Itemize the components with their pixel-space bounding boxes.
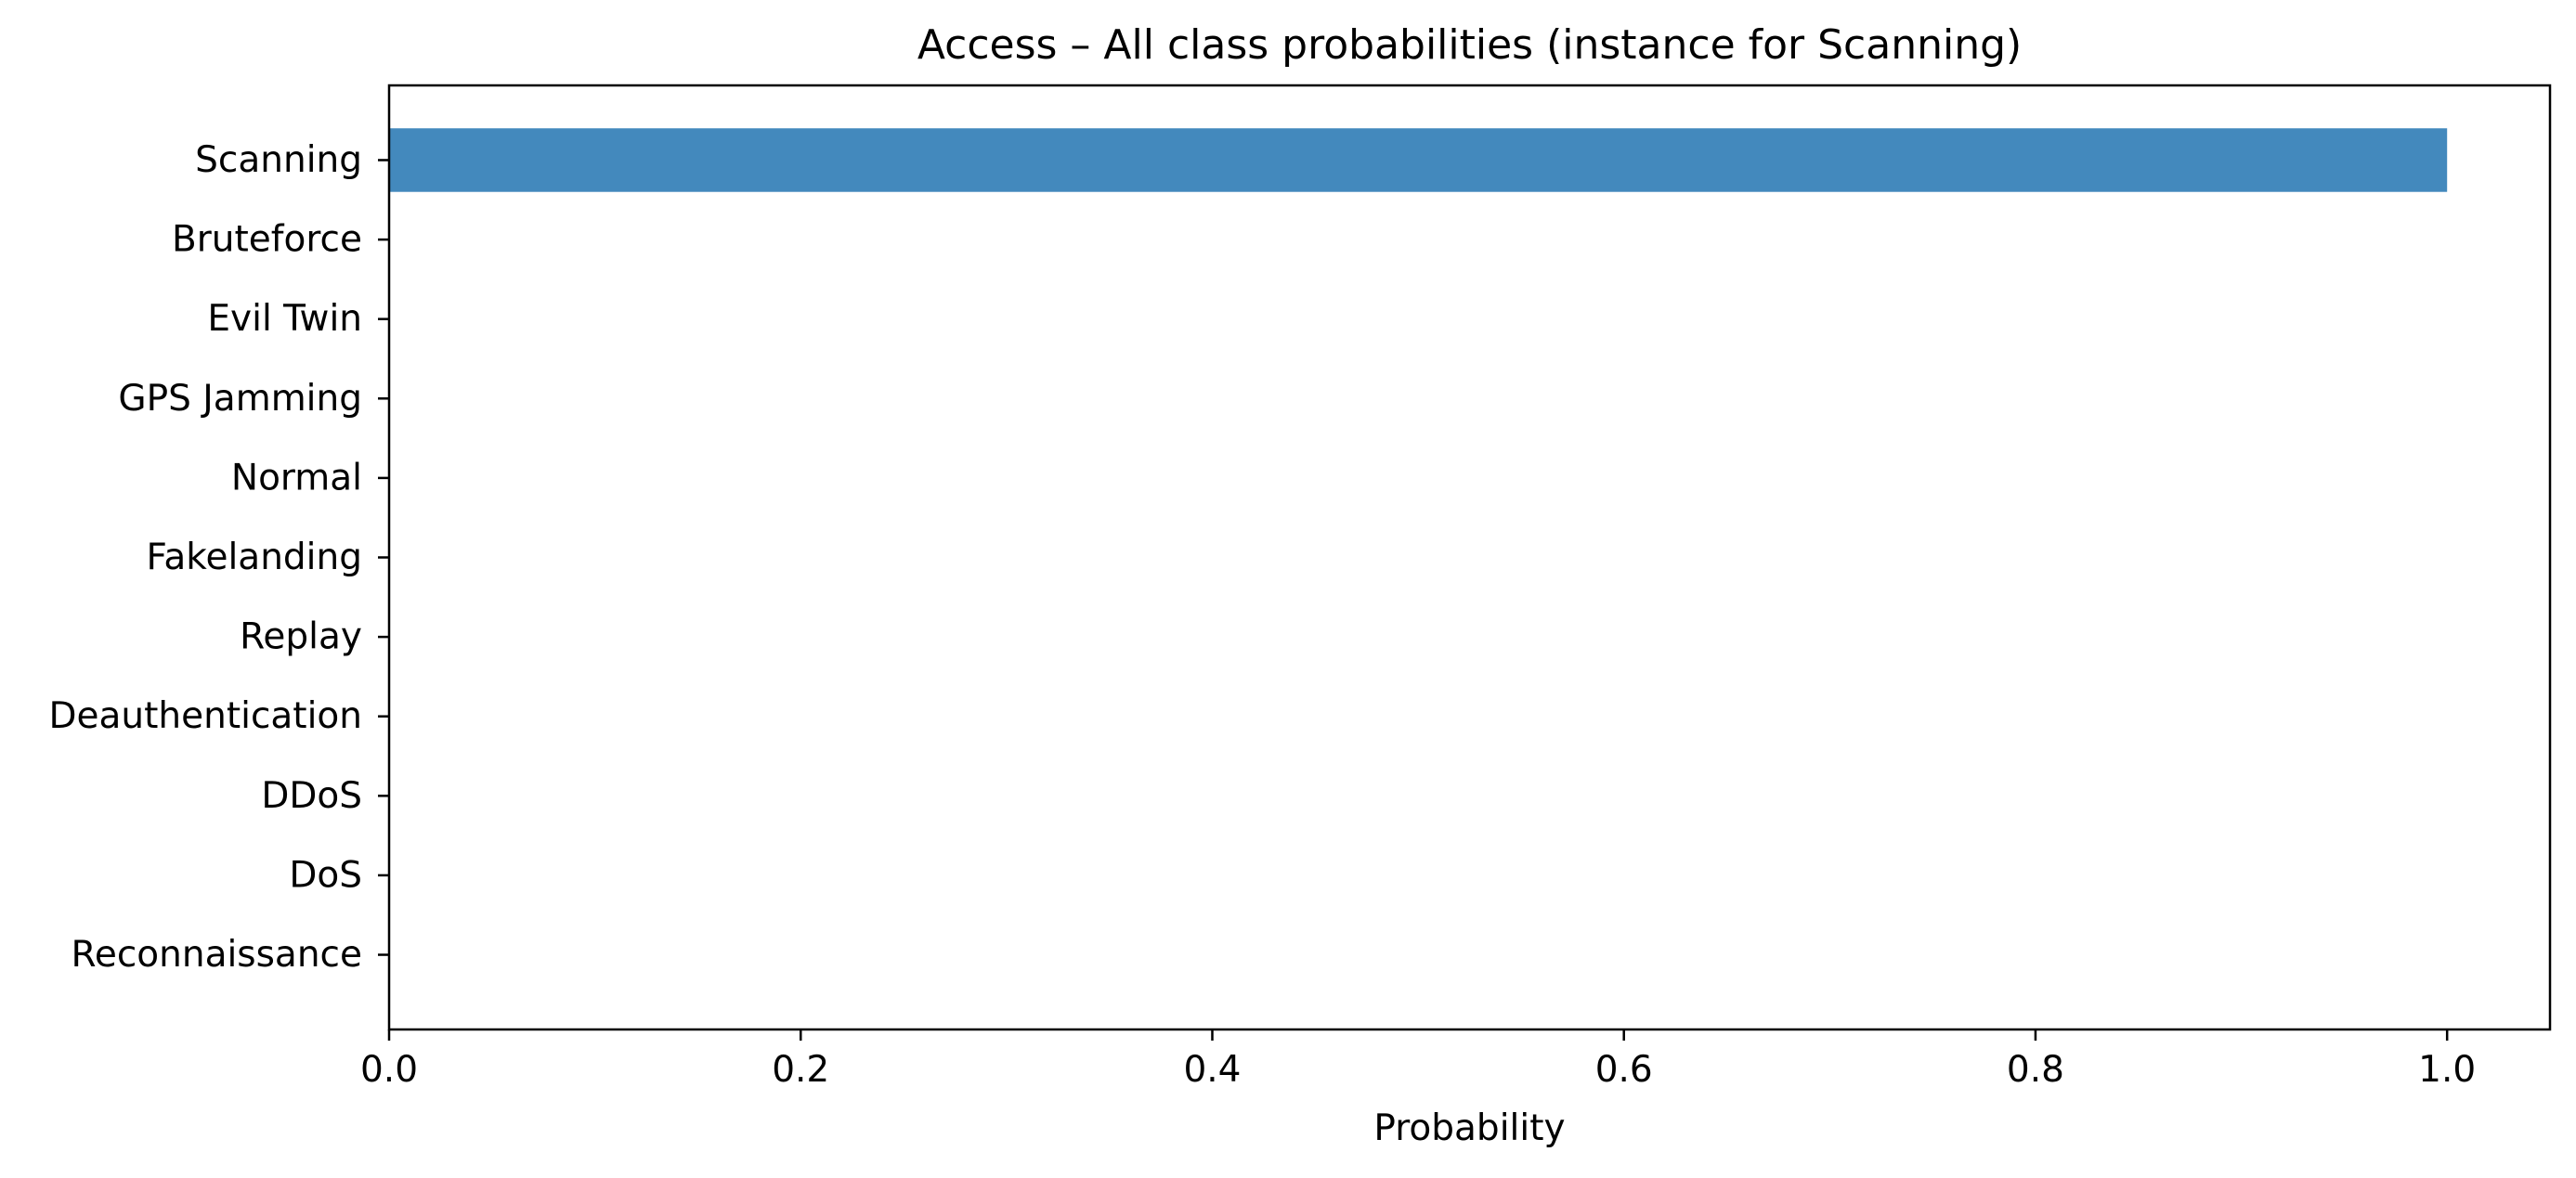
x-tick-label: 0.2	[772, 1049, 829, 1091]
y-tick-label: Replay	[240, 616, 362, 658]
y-tick-label: Scanning	[195, 139, 362, 181]
y-tick-label: Evil Twin	[207, 298, 362, 340]
chart-title: Access – All class probabilities (instan…	[917, 21, 2022, 69]
y-axis-ticks: Scanning Bruteforce Evil Twin GPS Jamming No…	[48, 139, 389, 976]
x-axis-ticks: 0.0 0.2 0.4 0.6 0.8 1.0	[360, 1029, 2476, 1091]
x-tick-label: 0.8	[2007, 1049, 2064, 1091]
y-tick-label: Deauthentication	[48, 695, 362, 737]
y-tick-label: DoS	[289, 854, 362, 896]
y-tick-label: GPS Jamming	[118, 378, 362, 420]
y-tick-label: Fakelanding	[147, 537, 362, 578]
bars-group	[389, 128, 2448, 192]
x-axis-label: Probability	[1373, 1107, 1565, 1149]
x-tick-label: 1.0	[2418, 1049, 2476, 1091]
y-tick-label: Normal	[231, 457, 362, 498]
y-tick-label: Reconnaissance	[71, 934, 362, 976]
plot-frame	[387, 84, 2552, 1031]
y-tick-label: Bruteforce	[172, 219, 362, 261]
bar-scanning	[389, 128, 2448, 192]
y-tick-label: DDoS	[261, 775, 362, 817]
x-tick-label: 0.4	[1183, 1049, 1241, 1091]
x-tick-label: 0.0	[360, 1049, 418, 1091]
x-tick-label: 0.6	[1595, 1049, 1653, 1091]
